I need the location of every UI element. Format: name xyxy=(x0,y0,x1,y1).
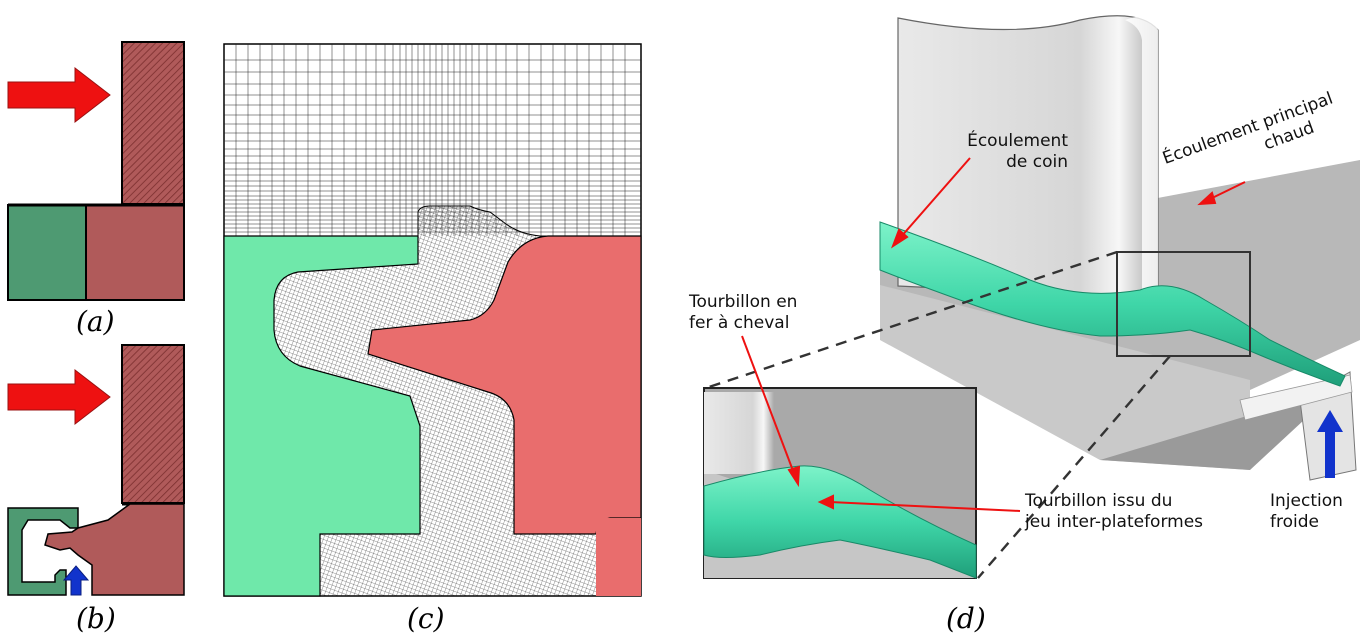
label-gap-vortex-line1: Tourbillon issu du xyxy=(1025,491,1173,511)
panel-a xyxy=(7,41,185,301)
annotation-arrows xyxy=(741,157,1246,512)
caption-d: (d) xyxy=(946,602,986,635)
panel-b xyxy=(7,344,185,596)
label-corner-flow: Écoulement de coin xyxy=(948,131,1068,173)
red-arrow-icon xyxy=(7,368,111,426)
panel-c-mesh xyxy=(223,43,642,597)
label-corner-flow-line1: Écoulement xyxy=(967,131,1068,151)
stator-platform xyxy=(7,507,79,596)
label-gap-vortex-line2: jeu inter-plateformes xyxy=(1025,512,1204,532)
caption-c: (c) xyxy=(407,602,445,635)
inset-blade xyxy=(704,392,774,474)
corner-vortex xyxy=(879,221,1346,387)
endwall-lower xyxy=(880,285,1250,470)
label-corner-flow-line2: de coin xyxy=(1006,152,1068,172)
label-cold-injection: Injection froide xyxy=(1270,491,1343,533)
label-injection-line1: Injection xyxy=(1270,491,1343,511)
label-injection-line2: froide xyxy=(1270,512,1319,532)
rotor-block xyxy=(85,204,185,301)
blue-arrow-icon xyxy=(62,565,90,596)
caption-b: (b) xyxy=(76,602,116,635)
label-gap-vortex: Tourbillon issu du jeu inter-plateformes xyxy=(1025,491,1203,533)
caption-a: (a) xyxy=(76,305,115,338)
blue-arrow-icon xyxy=(1317,410,1343,478)
stator-block xyxy=(7,204,87,301)
rotor-blade-hatched xyxy=(121,344,185,504)
inset-view xyxy=(703,387,977,579)
label-horseshoe-line2: fer à cheval xyxy=(689,313,790,333)
rotor-platform xyxy=(44,503,185,596)
label-horseshoe-vortex: Tourbillon en fer à cheval xyxy=(689,292,797,334)
stator-region xyxy=(223,235,421,597)
zoom-box xyxy=(1116,251,1251,357)
rotor-blade-hatched xyxy=(121,41,185,205)
panel-d-3d xyxy=(703,15,1360,579)
rotor-platform-lower xyxy=(596,518,641,596)
red-arrow-icon xyxy=(7,66,111,124)
label-horseshoe-line1: Tourbillon en xyxy=(689,292,798,312)
